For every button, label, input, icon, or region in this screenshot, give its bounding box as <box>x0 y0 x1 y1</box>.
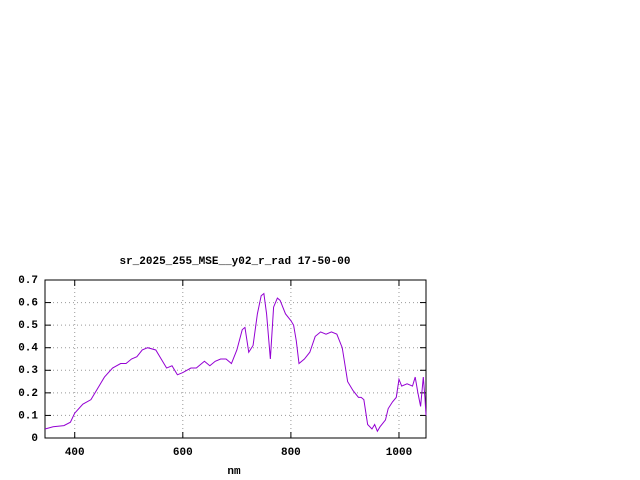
plot-frame <box>44 279 427 439</box>
y-tick-label: 0 <box>31 433 38 445</box>
x-tick-label: 600 <box>173 447 193 459</box>
y-tick-label: 0.1 <box>18 410 38 422</box>
x-axis-label: nm <box>227 466 241 478</box>
y-tick-label: 0.4 <box>18 343 38 355</box>
x-tick-label: 1000 <box>386 447 412 459</box>
data-line <box>44 292 427 433</box>
y-tick-label: 0.3 <box>18 365 38 377</box>
x-tick-label: 800 <box>281 447 301 459</box>
chart-title: sr_2025_255_MSE__y02_r_rad 17-50-00 <box>119 256 350 268</box>
x-tick-label: 400 <box>65 447 85 459</box>
y-tick-label: 0.5 <box>18 320 38 332</box>
y-tick-label: 0.6 <box>18 297 38 309</box>
y-tick-label: 0.7 <box>18 275 38 287</box>
y-tick-label: 0.2 <box>18 388 38 400</box>
